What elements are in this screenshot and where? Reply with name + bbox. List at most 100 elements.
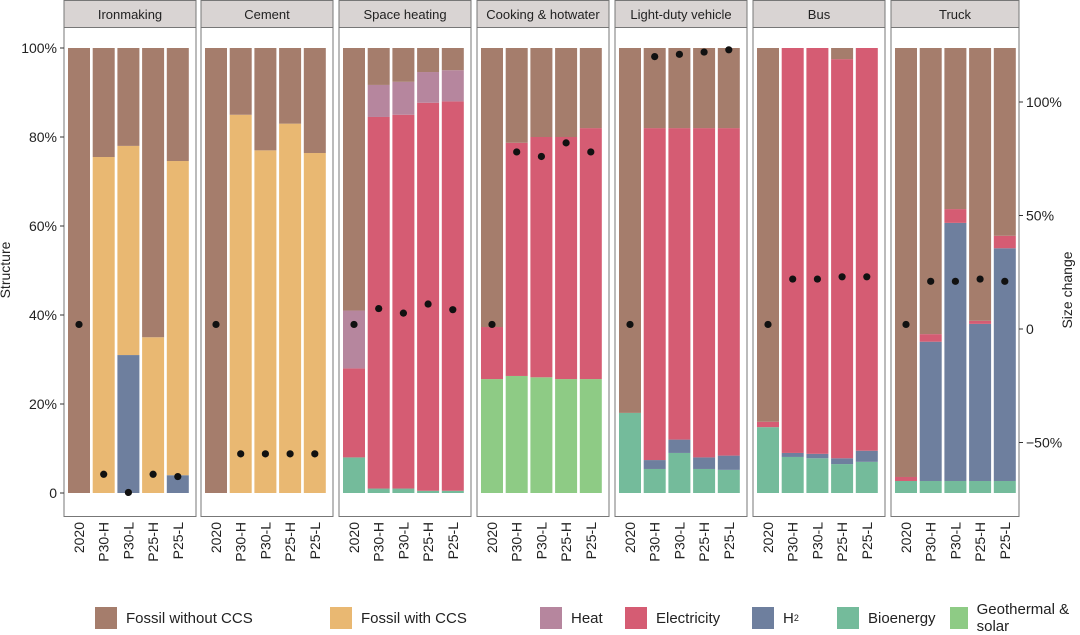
- x-tick-label: P25-L: [997, 522, 1013, 560]
- bar-segment-fossil: [303, 48, 326, 154]
- left-axis-tick-label: 40%: [29, 307, 57, 323]
- legend-swatch: [752, 607, 774, 629]
- size-change-dot: [626, 320, 634, 329]
- x-tick-label: P25-H: [696, 522, 712, 562]
- bar-segment-elec: [717, 128, 740, 456]
- size-change-dot: [124, 488, 132, 497]
- size-change-dot: [764, 320, 772, 329]
- bar-segment-geo: [579, 379, 602, 493]
- x-tick-label: P25-L: [859, 522, 875, 560]
- bar-segment-bio: [919, 480, 942, 493]
- bar-segment-fossil: [367, 48, 390, 85]
- bar-segment-heat: [417, 72, 440, 103]
- right-axis-title: Size change: [1059, 251, 1075, 328]
- size-change-dot: [488, 320, 496, 329]
- facet-strip: [63, 0, 197, 28]
- bar-segment-h2: [944, 222, 967, 481]
- legend-item-elec: Electricity: [625, 606, 720, 630]
- bar-segment-bio: [392, 488, 415, 493]
- bar-segment-elec: [668, 128, 691, 440]
- x-tick-label: P30-H: [233, 522, 249, 562]
- legend-item-heat: Heat: [540, 606, 603, 630]
- bar-segment-fossil: [530, 48, 553, 137]
- bar-segment-elec: [806, 48, 829, 454]
- bar-segment-fossil: [254, 48, 277, 151]
- size-change-dot: [902, 320, 910, 329]
- bar-segment-bio: [668, 452, 691, 493]
- bar-segment-h2: [717, 455, 740, 470]
- facet-title: Light-duty vehicle: [630, 7, 731, 22]
- bar-segment-ccs: [279, 123, 302, 494]
- legend-label-subscript: 2: [793, 613, 799, 623]
- size-change-dot: [75, 320, 83, 329]
- size-change-dot: [863, 273, 871, 281]
- bar-segment-bio: [619, 412, 641, 493]
- size-change-dot: [976, 275, 984, 283]
- facet-title: Ironmaking: [98, 7, 162, 22]
- bar-segment-fossil: [142, 48, 165, 338]
- x-tick-label: 2020: [760, 522, 776, 553]
- bar-segment-h2: [855, 450, 878, 462]
- x-tick-label: P25-L: [170, 522, 186, 560]
- bar-segment-fossil: [895, 48, 917, 477]
- bar-segment-fossil: [668, 48, 691, 129]
- bar-segment-elec: [781, 48, 804, 453]
- bar-segment-ccs: [142, 337, 165, 493]
- bar-segment-ccs: [92, 157, 115, 493]
- bar-segment-elec: [530, 137, 553, 378]
- x-tick-label: P30-H: [647, 522, 663, 562]
- facet-strip: [752, 0, 886, 28]
- bar-segment-elec: [441, 101, 464, 491]
- right-axis-tick-label: 50%: [1026, 208, 1054, 224]
- bar-segment-ccs: [117, 145, 140, 356]
- bar-segment-fossil: [693, 48, 716, 129]
- bar-segment-fossil: [643, 48, 666, 129]
- bar-segment-h2: [166, 475, 189, 493]
- bar-segment-fossil: [619, 48, 641, 413]
- x-tick-label: 2020: [898, 522, 914, 553]
- bar-segment-bio: [643, 468, 666, 493]
- bar-segment-h2: [919, 341, 942, 481]
- size-change-dot: [286, 450, 294, 458]
- size-change-dot: [375, 304, 383, 313]
- bar-segment-elec: [993, 235, 1016, 249]
- bar-segment-fossil: [505, 48, 528, 143]
- bar-segment-elec: [944, 209, 967, 223]
- right-axis-tick-label: 100%: [1026, 94, 1062, 110]
- x-tick-label: P25-L: [307, 522, 323, 560]
- bar-segment-h2: [693, 457, 716, 469]
- panel-cooking-hotwater: Cooking & hotwater 2020 P30-H P30-L P25-H P25…: [476, 0, 610, 562]
- legend-label: Geothermal & solar: [976, 601, 1070, 635]
- size-change-dot: [927, 277, 935, 285]
- bar-segment-elec: [343, 368, 365, 458]
- bar-segment-ccs: [303, 153, 326, 493]
- x-tick-label: P30-L: [809, 522, 825, 560]
- size-change-dot: [513, 148, 521, 156]
- bar-segment-h2: [831, 458, 854, 465]
- x-tick-label: P30-L: [671, 522, 687, 560]
- x-tick-label: P30-H: [923, 522, 939, 562]
- legend-swatch: [330, 607, 352, 629]
- bar-segment-fossil: [279, 48, 302, 124]
- size-change-dot: [651, 53, 659, 61]
- bar-segment-elec: [693, 128, 716, 458]
- x-tick-label: P30-H: [785, 522, 801, 562]
- bar-segment-geo: [481, 379, 503, 493]
- bar-segment-h2: [668, 439, 691, 453]
- size-change-dot: [237, 450, 245, 458]
- bar-segment-bio: [417, 490, 440, 493]
- bar-segment-geo: [555, 379, 578, 493]
- bar-segment-h2: [806, 453, 829, 459]
- legend-label: Electricity: [656, 609, 721, 627]
- legend-swatch: [540, 607, 562, 629]
- facet-title: Cement: [244, 7, 290, 22]
- size-change-dot: [350, 320, 358, 329]
- bar-segment-bio: [895, 480, 917, 493]
- bar-segment-bio: [717, 469, 740, 493]
- x-tick-label: P30-H: [371, 522, 387, 562]
- facet-strip: [614, 0, 748, 28]
- bar-segment-heat: [367, 84, 390, 117]
- bar-segment-elec: [555, 137, 578, 380]
- bar-segment-fossil: [831, 48, 854, 60]
